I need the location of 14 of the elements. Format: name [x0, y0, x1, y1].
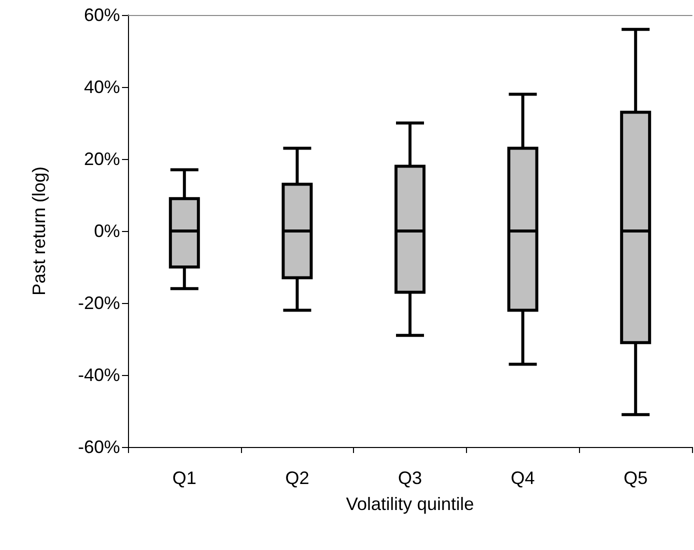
y-tick-label: 0% [94, 221, 120, 241]
y-tick-label: -20% [78, 293, 120, 313]
x-tick-label: Q2 [285, 468, 310, 488]
x-axis-title: Volatility quintile [346, 494, 474, 514]
x-tick-label: Q5 [624, 468, 648, 488]
y-axis-title: Past return (log) [29, 166, 49, 296]
y-tick-label: -40% [78, 365, 120, 385]
x-tick-label: Q1 [172, 468, 196, 488]
y-tick-label: 60% [84, 5, 120, 25]
x-tick-label: Q3 [398, 468, 422, 488]
y-tick-label: 40% [84, 77, 120, 97]
y-tick-label: -60% [78, 437, 120, 457]
x-tick-label: Q4 [510, 468, 535, 488]
y-tick-label: 20% [84, 149, 120, 169]
